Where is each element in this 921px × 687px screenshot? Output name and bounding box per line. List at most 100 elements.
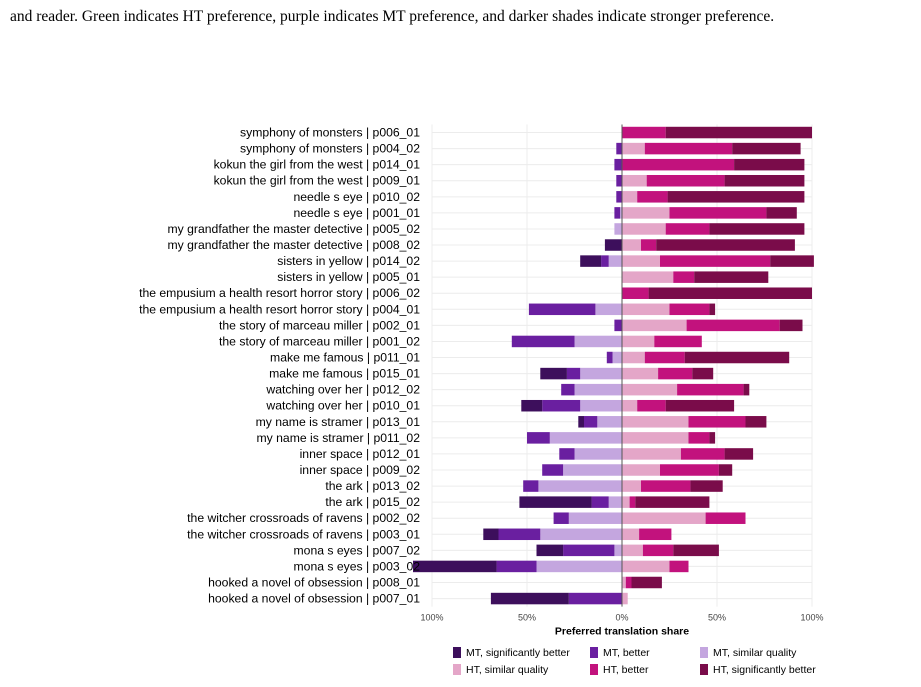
x-tick-label: 50% bbox=[518, 613, 536, 623]
bar-segment bbox=[620, 207, 622, 219]
category-label: my name is stramer | p011_02 bbox=[257, 431, 421, 445]
bar-segment bbox=[622, 319, 687, 332]
bar-segment bbox=[644, 351, 685, 364]
bar-segment bbox=[622, 496, 630, 508]
bar-segment bbox=[665, 126, 812, 139]
bar-segment bbox=[745, 416, 767, 428]
category-label: make me famous | p011_01 bbox=[270, 351, 420, 365]
bar-segment bbox=[568, 592, 622, 605]
bar-segment bbox=[770, 255, 814, 267]
bar-segment bbox=[549, 432, 622, 444]
bar-segment bbox=[490, 592, 569, 605]
category-label: inner space | p012_01 bbox=[300, 447, 421, 461]
bar-segment bbox=[669, 303, 710, 316]
legend-swatch bbox=[590, 664, 598, 675]
bar-segment bbox=[542, 464, 564, 476]
category-label: the empusium a health resort horror stor… bbox=[139, 302, 420, 316]
category-label: kokun the girl from the west | p014_01 bbox=[214, 158, 421, 172]
category-label: inner space | p009_02 bbox=[300, 463, 421, 477]
bar-segment bbox=[536, 544, 564, 557]
bar-segment bbox=[622, 335, 655, 348]
bar-segment bbox=[622, 544, 643, 557]
bar-segment bbox=[622, 142, 645, 155]
bar-segment bbox=[732, 142, 801, 155]
legend-swatch bbox=[590, 647, 598, 658]
bar-segment bbox=[538, 480, 622, 492]
bar-segment bbox=[540, 528, 622, 541]
bar-segment bbox=[622, 560, 670, 573]
bar-segment bbox=[684, 351, 790, 364]
legend-label: MT, similar quality bbox=[713, 647, 797, 659]
legend-label: HT, better bbox=[603, 664, 649, 676]
category-label: the story of marceau miller | p002_01 bbox=[219, 318, 420, 332]
category-labels: symphony of monsters | p006_01 symphony o… bbox=[139, 126, 420, 606]
bar-segment bbox=[622, 351, 645, 364]
bar-segment bbox=[622, 287, 649, 299]
bar-segment bbox=[614, 544, 622, 557]
bar-segment bbox=[669, 560, 689, 573]
legend-swatch bbox=[700, 647, 708, 658]
bar-segment bbox=[622, 464, 660, 476]
category-label: needle s eye | p001_01 bbox=[294, 206, 421, 220]
bar-segment bbox=[694, 271, 769, 283]
x-tick-label: 100% bbox=[420, 613, 443, 623]
figure-caption: and reader. Green indicates HT preferenc… bbox=[10, 8, 775, 25]
bar-segment bbox=[528, 303, 596, 316]
bar-segment bbox=[608, 496, 622, 508]
category-label: kokun the girl from the west | p009_01 bbox=[214, 174, 421, 188]
legend-label: HT, similar quality bbox=[466, 664, 549, 676]
bar-segment bbox=[724, 174, 805, 187]
bar-segment bbox=[644, 142, 733, 155]
bar-segment bbox=[622, 592, 628, 605]
bar-segment bbox=[718, 464, 733, 476]
bar-segment bbox=[622, 416, 689, 428]
x-tick-label: 0% bbox=[615, 613, 628, 623]
bar-segment bbox=[584, 416, 598, 428]
bar-segment bbox=[604, 239, 622, 251]
bar-segment bbox=[622, 432, 689, 444]
category-label: the witcher crossroads of ravens | p002_… bbox=[187, 511, 420, 525]
category-label: mona s eyes | p003_02 bbox=[294, 559, 421, 573]
bar-segment bbox=[665, 399, 735, 412]
category-label: the empusium a health resort horror stor… bbox=[139, 286, 420, 300]
bar-segment bbox=[631, 576, 662, 589]
bar-segment bbox=[709, 223, 805, 235]
bar-segment bbox=[601, 255, 609, 267]
bar-segment bbox=[578, 416, 584, 428]
bar-segment bbox=[665, 223, 710, 235]
bar-segment bbox=[597, 416, 622, 428]
bar-segment bbox=[688, 432, 710, 444]
legend-swatch bbox=[453, 647, 461, 658]
x-tick-label: 100% bbox=[800, 613, 823, 623]
bar-segment bbox=[709, 432, 716, 444]
legend-label: MT, significantly better bbox=[466, 647, 570, 659]
bar-segment bbox=[566, 367, 581, 380]
bar-segment bbox=[622, 528, 640, 541]
bar-segment bbox=[625, 576, 632, 589]
bar-segment bbox=[413, 560, 497, 573]
bar-segment bbox=[511, 335, 575, 348]
bar-segment bbox=[639, 528, 672, 541]
bar-segment bbox=[622, 383, 678, 396]
bar-segment bbox=[622, 448, 681, 460]
bar-segment bbox=[654, 335, 702, 348]
bar-segment bbox=[766, 207, 797, 219]
bar-segment bbox=[622, 271, 674, 283]
bar-segment bbox=[622, 367, 659, 380]
bar-segment bbox=[614, 223, 622, 235]
bar-segment bbox=[574, 448, 622, 460]
category-label: hooked a novel of obsession | p007_01 bbox=[208, 592, 420, 606]
bar-segment bbox=[616, 174, 622, 187]
bar-segment bbox=[779, 319, 803, 332]
bar-segment bbox=[622, 239, 641, 251]
category-label: watching over her | p012_02 bbox=[265, 383, 420, 397]
bar-segment bbox=[680, 448, 725, 460]
legend: MT, significantly better MT, better MT, si… bbox=[453, 647, 816, 676]
category-label: hooked a novel of obsession | p008_01 bbox=[208, 575, 420, 589]
x-tick-label: 50% bbox=[708, 613, 726, 623]
category-label: my grandfather the master detective | p0… bbox=[168, 222, 421, 236]
x-axis: 100% 50% 0% 50% 100% Preferred translation sh… bbox=[420, 124, 824, 638]
category-label: sisters in yellow | p005_01 bbox=[277, 270, 420, 284]
bar-segment bbox=[641, 239, 657, 251]
bar-segment bbox=[622, 191, 638, 203]
